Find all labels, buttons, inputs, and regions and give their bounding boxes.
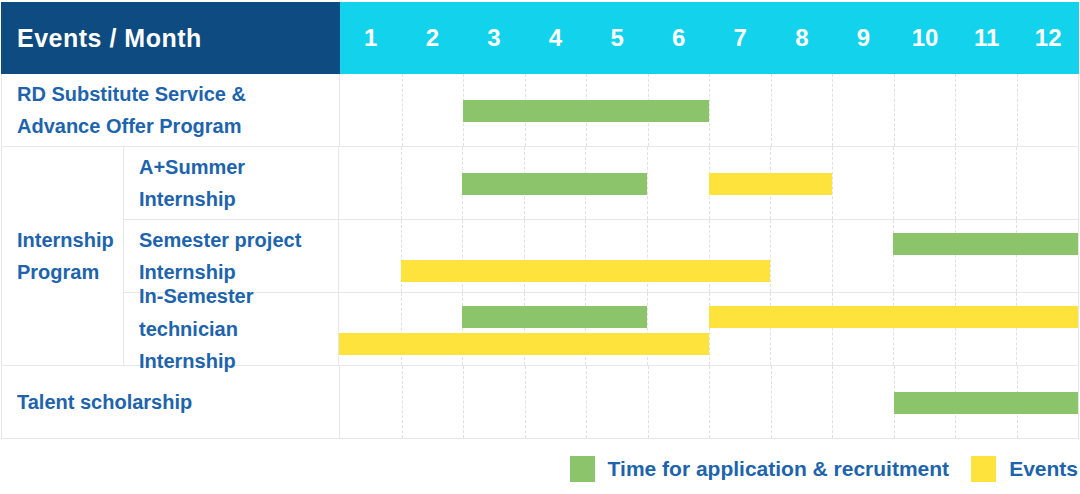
chart-cell-in-semester (339, 293, 1078, 365)
month-gridline (709, 74, 710, 146)
month-gridline (463, 366, 464, 438)
events-bar (709, 306, 1079, 328)
internship-program-group: Internship Program A+Summer Internship S… (2, 147, 1078, 366)
row-label-rd-substitute: RD Substitute Service & Advance Offer Pr… (2, 74, 340, 146)
month-gridline (648, 366, 649, 438)
month-gridline (955, 293, 956, 365)
chart-cell-a-summer (339, 147, 1078, 219)
month-gridline (893, 147, 894, 219)
month-label-4: 4 (525, 2, 587, 74)
month-gridline (832, 366, 833, 438)
month-label-9: 9 (833, 2, 895, 74)
month-gridline (771, 366, 772, 438)
month-gridline (709, 293, 710, 365)
month-gridline (709, 366, 710, 438)
month-gridline (1016, 220, 1017, 292)
group-label-internship-program: Internship Program (2, 147, 124, 365)
month-gridline (586, 366, 587, 438)
month-gridline (832, 293, 833, 365)
gantt-chart: Events / Month 123456789101112 RD Substi… (1, 2, 1079, 439)
month-label-5: 5 (586, 2, 648, 74)
month-gridline (955, 220, 956, 292)
month-label-3: 3 (463, 2, 525, 74)
application-recruitment-bar (463, 100, 709, 122)
month-label-12: 12 (1017, 2, 1079, 74)
month-gridline (771, 74, 772, 146)
legend-item-green: Time for application & recruitment (570, 456, 950, 482)
month-gridline (647, 147, 648, 219)
month-gridline (832, 147, 833, 219)
row-label-a-summer: A+Summer Internship (124, 147, 339, 219)
month-gridline (832, 74, 833, 146)
legend-swatch-yellow (971, 456, 996, 482)
month-gridline (770, 293, 771, 365)
legend-swatch-green (570, 456, 595, 482)
events-bar (401, 260, 771, 282)
legend-label: Time for application & recruitment (608, 457, 950, 481)
row-label-in-semester: In-Semester technician Internship (124, 293, 339, 365)
month-gridline (832, 220, 833, 292)
month-label-11: 11 (956, 2, 1018, 74)
header-row: Events / Month 123456789101112 (1, 2, 1079, 74)
month-gridline (894, 74, 895, 146)
month-label-6: 6 (648, 2, 710, 74)
month-gridline (770, 220, 771, 292)
month-label-2: 2 (402, 2, 464, 74)
month-gridline (1016, 147, 1017, 219)
month-gridline (1017, 74, 1018, 146)
legend-label: Events (1009, 457, 1078, 481)
legend: Time for application & recruitment Events (570, 456, 1078, 482)
month-gridline (402, 366, 403, 438)
month-gridline (1016, 293, 1017, 365)
month-gridline (401, 147, 402, 219)
month-label-10: 10 (894, 2, 956, 74)
chart-cell-rd-substitute (340, 74, 1078, 146)
month-gridline (955, 147, 956, 219)
application-recruitment-bar (462, 173, 647, 195)
events-bar (339, 333, 709, 355)
chart-cell-semester-project (339, 220, 1078, 292)
legend-item-yellow: Events (971, 456, 1078, 482)
gantt-body: RD Substitute Service & Advance Offer Pr… (1, 74, 1079, 439)
application-recruitment-bar (893, 233, 1078, 255)
application-recruitment-bar (462, 306, 647, 328)
month-gridline (893, 220, 894, 292)
chart-cell-talent-scholarship (340, 366, 1078, 438)
row-in-semester: In-Semester technician Internship (124, 293, 1078, 365)
row-rd-substitute: RD Substitute Service & Advance Offer Pr… (2, 74, 1078, 147)
month-label-8: 8 (771, 2, 833, 74)
row-a-summer: A+Summer Internship (124, 147, 1078, 220)
events-bar (709, 173, 832, 195)
events-month-header: Events / Month (1, 2, 340, 74)
month-gridline (402, 74, 403, 146)
month-label-1: 1 (340, 2, 402, 74)
row-talent-scholarship: Talent scholarship (2, 366, 1078, 439)
month-gridline (955, 74, 956, 146)
application-recruitment-bar (894, 392, 1079, 414)
internship-program-subrows: A+Summer Internship Semester project Int… (124, 147, 1078, 365)
month-gridline (893, 293, 894, 365)
row-label-talent-scholarship: Talent scholarship (2, 366, 340, 438)
month-label-7: 7 (709, 2, 771, 74)
month-gridline (525, 366, 526, 438)
month-header-row: 123456789101112 (340, 2, 1079, 74)
